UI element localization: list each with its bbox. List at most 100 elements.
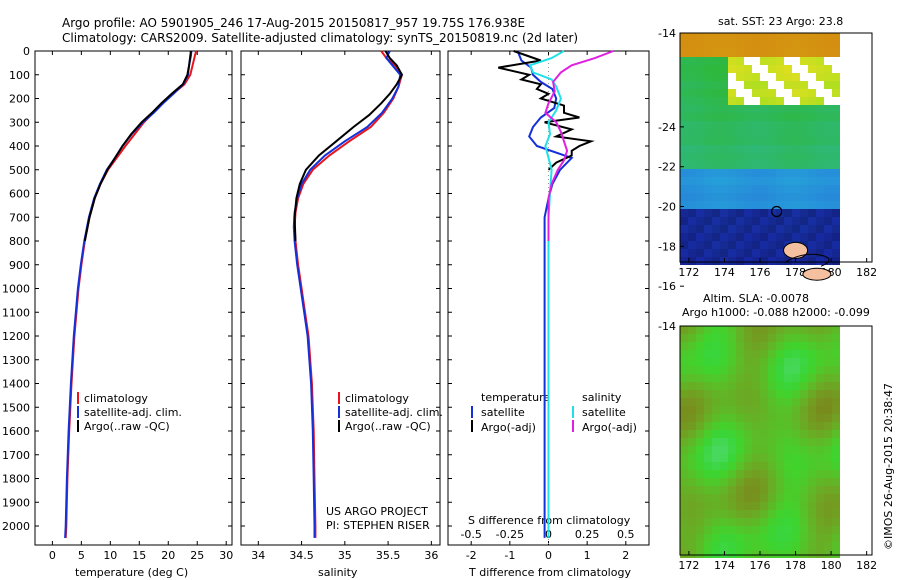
map-pixel <box>808 398 816 406</box>
map-pixel <box>816 121 824 129</box>
map-pixel <box>792 438 800 446</box>
map-pixel <box>768 121 776 129</box>
map-pixel <box>768 446 776 454</box>
map-pixel <box>696 81 704 89</box>
map-pixel <box>792 129 800 137</box>
map-pixel <box>808 374 816 382</box>
map-pixel <box>696 113 704 121</box>
map-pixel <box>760 542 768 550</box>
map-pixel <box>696 430 704 438</box>
map-pixel <box>808 534 816 542</box>
map-pixel <box>816 241 824 249</box>
map-pixel <box>712 350 720 358</box>
map-pixel <box>696 390 704 398</box>
map-pixel <box>736 105 744 113</box>
map-pixel <box>776 241 784 249</box>
map-pixel <box>824 430 832 438</box>
map-pixel <box>736 257 744 265</box>
map-pixel <box>720 57 728 65</box>
map-pixel <box>808 89 816 97</box>
series-line-s-argo-adj- <box>544 50 614 241</box>
map-pixel <box>744 470 752 478</box>
map-pixel <box>800 33 808 41</box>
map-pixel <box>776 462 784 470</box>
map-pixel <box>680 193 688 201</box>
map-pixel <box>768 358 776 366</box>
map-pixel <box>832 233 840 241</box>
map-pixel <box>712 177 720 185</box>
map-pixel <box>688 494 696 502</box>
map-pixel <box>760 153 768 161</box>
map-pixel <box>808 406 816 414</box>
map-pixel <box>696 73 704 81</box>
map-pixel <box>704 342 712 350</box>
map-pixel <box>744 526 752 534</box>
map-pixel <box>744 446 752 454</box>
map-pixel <box>792 526 800 534</box>
map-pixel <box>704 502 712 510</box>
map-pixel <box>720 145 728 153</box>
x-tick-label: 34.5 <box>289 549 314 562</box>
map-pixel <box>768 526 776 534</box>
map-pixel <box>728 446 736 454</box>
x-tick-label: 2 <box>622 549 629 562</box>
plot-frame-temperature <box>34 50 233 546</box>
map-pixel <box>776 366 784 374</box>
map-pixel <box>792 225 800 233</box>
map-pixel <box>832 366 840 374</box>
map-pixel <box>752 153 760 161</box>
map-pixel <box>832 129 840 137</box>
map-pixel <box>816 398 824 406</box>
map-pixel <box>728 462 736 470</box>
map-pixel <box>680 334 688 342</box>
map-pixel <box>832 89 840 97</box>
map-pixel <box>760 486 768 494</box>
map-pixel <box>752 454 760 462</box>
map-pixel <box>832 470 840 478</box>
map-pixel <box>752 81 760 89</box>
map-pixel <box>712 209 720 217</box>
map-pixel <box>752 382 760 390</box>
map-pixel <box>816 430 824 438</box>
map-pixel <box>824 209 832 217</box>
x-tick-label: 30 <box>219 549 233 562</box>
map-pixel <box>736 225 744 233</box>
salinity-legend: climatology satellite-adj. clim. Argo(..… <box>326 392 443 532</box>
map-pixel <box>688 49 696 57</box>
map-pixel <box>712 33 720 41</box>
x-tick-label: 35.5 <box>376 549 401 562</box>
map-pixel <box>768 113 776 121</box>
t-difference-axis-label: T difference from climatology <box>468 566 631 579</box>
series-line-t-satellite <box>516 50 574 538</box>
map-pixel <box>712 241 720 249</box>
map-pixel <box>832 494 840 502</box>
map-pixel <box>776 121 784 129</box>
map-pixel <box>736 121 744 129</box>
map-pixel <box>712 193 720 201</box>
map-pixel <box>688 414 696 422</box>
map-pixel <box>728 414 736 422</box>
map-pixel <box>776 542 784 550</box>
map-pixel <box>760 145 768 153</box>
map-pixel <box>696 446 704 454</box>
map-pixel <box>728 486 736 494</box>
map-pixel <box>768 414 776 422</box>
map-pixel <box>736 177 744 185</box>
map-pixel <box>784 382 792 390</box>
map-pixel <box>680 382 688 390</box>
map-x-tick-label: 180 <box>821 559 842 572</box>
map-pixel <box>752 193 760 201</box>
map-pixel <box>824 542 832 550</box>
map-pixel <box>800 233 808 241</box>
map-pixel <box>704 113 712 121</box>
map-pixel <box>784 350 792 358</box>
map-pixel <box>808 129 816 137</box>
map-pixel <box>736 41 744 49</box>
map-pixel <box>776 33 784 41</box>
map-pixel <box>760 209 768 217</box>
map-pixel <box>728 41 736 49</box>
x-tick-label: 1 <box>584 549 591 562</box>
map-pixel <box>784 121 792 129</box>
map-pixel <box>760 97 768 105</box>
map-pixel <box>816 334 824 342</box>
